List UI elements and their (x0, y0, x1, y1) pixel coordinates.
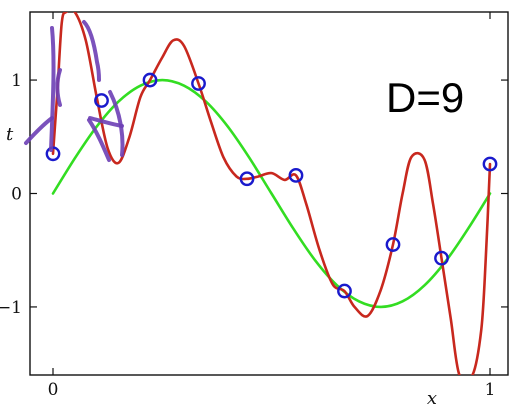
x-tick-label: 1 (485, 380, 496, 400)
ink-stroke (87, 118, 111, 162)
data-point-marker (337, 283, 352, 299)
y-tick-label: 1 (11, 71, 22, 91)
handwritten-ink-strokes (24, 20, 125, 162)
x-tick-label: 0 (48, 380, 59, 400)
data-point-marker (94, 93, 109, 108)
data-point-marker (288, 167, 304, 183)
points-layer (45, 72, 498, 299)
series-layer (51, 12, 492, 375)
data-point-marker (434, 250, 449, 266)
data-point-marker (482, 156, 498, 172)
data-point-marker (385, 237, 401, 252)
true-function-curve (51, 78, 492, 309)
y-tick-label: −1 (0, 298, 22, 318)
data-point-marker (239, 171, 255, 187)
x-axis-label: x (427, 388, 437, 409)
plot-frame (29, 11, 509, 376)
axis-ticks (30, 12, 508, 375)
y-tick-label: 0 (11, 185, 22, 205)
ink-stroke (55, 68, 62, 107)
axis-tick-labels: 0 1 1 0 −1 (0, 71, 495, 400)
data-point-marker (191, 76, 206, 91)
data-point-marker (142, 72, 158, 88)
ink-stroke (82, 20, 101, 82)
y-axis-label: t (6, 124, 14, 145)
ink-stroke (88, 116, 124, 128)
ink-stroke (108, 90, 125, 157)
ink-stroke (49, 26, 56, 152)
ink-stroke (24, 116, 54, 145)
annotation-label: D=9 (386, 74, 464, 121)
fitted-polynomial-curve (51, 12, 492, 375)
